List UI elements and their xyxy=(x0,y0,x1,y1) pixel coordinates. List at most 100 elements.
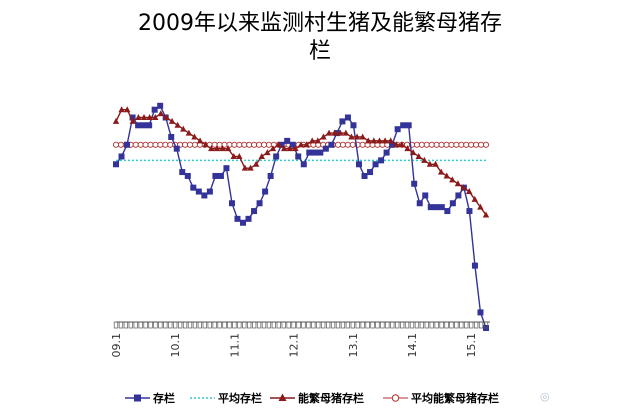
x-axis: 09.1 10.1 11.1 12.1 13.1 14.1 15.1 xyxy=(110,321,490,358)
point-sow-avg xyxy=(482,141,490,148)
point-hog xyxy=(228,200,235,207)
x-tick xyxy=(153,321,158,329)
point-sow xyxy=(409,149,417,156)
x-tick xyxy=(330,321,336,329)
point-sow-avg xyxy=(413,141,420,148)
point-sow xyxy=(477,203,484,210)
point-sow xyxy=(471,195,478,202)
point-sow-avg xyxy=(186,141,194,148)
point-sow-avg xyxy=(473,141,480,148)
x-tick xyxy=(123,321,129,329)
x-tick xyxy=(133,321,138,329)
point-sow-avg xyxy=(359,141,366,148)
x-tick xyxy=(454,321,459,329)
point-sow-avg xyxy=(142,141,149,148)
point-sow xyxy=(196,137,204,144)
point-sow xyxy=(280,145,288,152)
point-hog xyxy=(455,192,462,199)
point-hog xyxy=(471,262,478,269)
point-sow-avg xyxy=(256,141,263,148)
x-tick xyxy=(227,321,232,329)
point-sow xyxy=(146,113,153,120)
point-hog xyxy=(234,215,241,222)
x-tick xyxy=(375,321,380,329)
x-tick-label: 09.1 xyxy=(110,333,123,358)
point-sow-avg xyxy=(438,141,445,148)
point-sow xyxy=(454,180,462,187)
point-sow xyxy=(348,133,355,140)
legend-marker-sow xyxy=(278,393,287,401)
point-sow-avg xyxy=(468,141,475,148)
point-hog xyxy=(135,122,142,129)
x-tick xyxy=(399,321,405,329)
x-tick xyxy=(316,321,321,329)
point-sow-avg xyxy=(152,141,159,148)
x-tick xyxy=(173,321,178,329)
point-sow-avg xyxy=(458,141,465,148)
x-tick-label: 15.1 xyxy=(465,333,478,358)
point-sow xyxy=(152,113,159,120)
point-hog xyxy=(422,192,429,199)
x-tick xyxy=(143,321,148,329)
point-hog xyxy=(378,157,385,164)
x-tick xyxy=(168,321,173,329)
legend-item-hog: 存栏 xyxy=(125,391,175,405)
point-hog xyxy=(173,145,180,152)
point-sow-avg xyxy=(423,141,430,148)
x-tick xyxy=(232,321,237,329)
point-sow xyxy=(129,117,137,124)
point-hog xyxy=(400,122,407,129)
point-sow xyxy=(376,137,383,144)
x-tick xyxy=(247,321,252,329)
point-sow-avg xyxy=(216,141,223,148)
x-tick xyxy=(409,321,415,329)
point-hog xyxy=(350,122,357,129)
watermark-text: ◎ xyxy=(540,390,550,403)
point-sow xyxy=(465,188,473,195)
point-hog xyxy=(124,141,131,148)
point-sow xyxy=(118,106,125,113)
point-hog xyxy=(355,161,362,168)
point-sow-avg xyxy=(132,141,139,148)
x-tick xyxy=(217,321,222,329)
point-sow-avg xyxy=(453,141,460,148)
x-tick xyxy=(340,321,346,329)
x-tick xyxy=(429,321,434,329)
point-hog xyxy=(339,118,346,125)
x-tick xyxy=(286,321,291,329)
x-tick xyxy=(182,321,188,329)
point-sow-avg xyxy=(157,141,164,148)
point-sow-avg xyxy=(246,141,253,148)
x-tick xyxy=(473,321,479,329)
x-tick xyxy=(237,321,242,329)
x-tick xyxy=(306,321,311,329)
point-hog xyxy=(289,141,296,148)
point-sow xyxy=(247,164,254,171)
point-hog xyxy=(411,180,418,187)
point-sow-avg xyxy=(349,141,356,148)
point-sow xyxy=(359,133,366,140)
x-tick-label: 14.1 xyxy=(406,333,419,358)
x-tick xyxy=(365,321,370,329)
x-tick xyxy=(434,321,439,329)
x-tick xyxy=(321,321,326,329)
point-sow xyxy=(437,168,445,175)
point-hog xyxy=(295,153,302,160)
point-hog xyxy=(344,114,351,121)
x-tick xyxy=(355,321,360,329)
point-sow-avg xyxy=(117,141,124,148)
legend-item-sow: 能繁母猪存栏 xyxy=(270,391,364,405)
point-sow xyxy=(398,141,406,148)
point-hog xyxy=(449,200,456,207)
x-tick xyxy=(281,321,286,329)
x-tick-label: 12.1 xyxy=(288,333,301,358)
point-sow-avg xyxy=(167,141,174,148)
point-sow xyxy=(331,129,338,136)
point-sow-avg xyxy=(448,141,455,148)
point-hog xyxy=(383,149,390,156)
point-sow xyxy=(224,145,232,152)
x-tick xyxy=(148,321,153,329)
point-hog xyxy=(245,215,252,222)
point-hog xyxy=(389,141,396,148)
